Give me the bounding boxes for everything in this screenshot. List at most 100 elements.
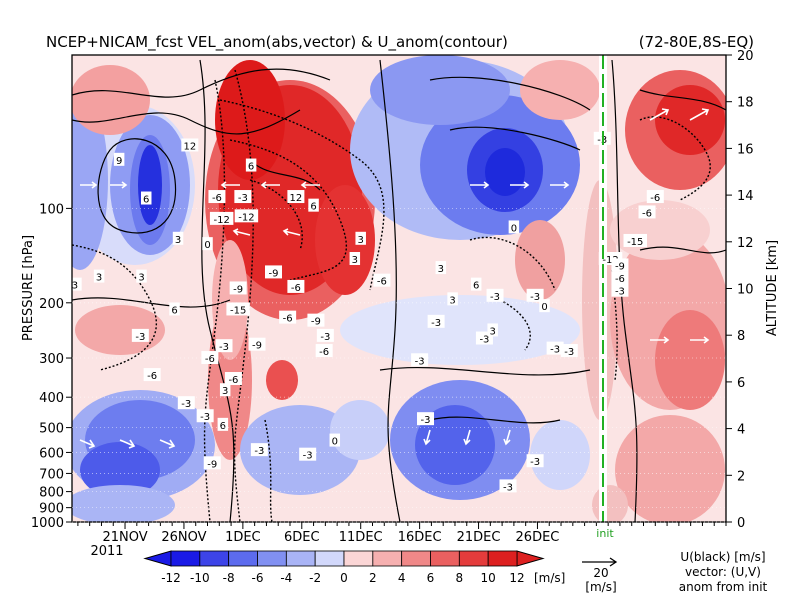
contour-label-box <box>250 443 268 457</box>
colorbar-swatch <box>314 550 345 567</box>
colorbar-swatch <box>430 550 460 567</box>
color-patches <box>72 55 726 522</box>
contour-label-box <box>217 417 229 431</box>
contour-label: -9 <box>311 317 321 328</box>
y-tick-label: 400 <box>39 391 64 406</box>
contour-label-box <box>224 372 242 386</box>
contour-label-box <box>215 339 233 353</box>
contour-label-box <box>447 292 458 306</box>
contour-label: -3 <box>503 482 513 493</box>
y2-tick-label: 18 <box>737 96 754 111</box>
contour-label: -6 <box>147 371 157 382</box>
contour-label: -3 <box>530 292 540 303</box>
y-axis-altitude: 0 2 4 6 8 10 12 14 16 18 20 <box>726 49 754 531</box>
colorbar-label: 0 <box>340 571 348 585</box>
contour-label: 9 <box>116 156 122 167</box>
y-tick-label: 300 <box>39 352 64 367</box>
contour-label: -9 <box>207 459 217 470</box>
contour-label-box <box>143 368 161 382</box>
init-label: init <box>596 527 614 540</box>
contour-label: 3 <box>96 273 102 284</box>
contour-label: 3 <box>449 295 455 306</box>
y-tick-label: 700 <box>39 467 64 482</box>
contour-label: -12 <box>602 255 618 266</box>
contour-label-box <box>499 479 517 493</box>
contour-label: -3 <box>303 451 313 462</box>
contour-label-box <box>316 328 334 342</box>
contour-label: -6 <box>291 283 301 294</box>
contour-label-box <box>299 447 317 461</box>
colorbar-label: 8 <box>456 571 464 585</box>
contour-label-box <box>136 269 147 283</box>
y-tick-label: 1000 <box>31 516 64 531</box>
x-tick-label: 26NOV <box>161 530 206 545</box>
contour-label-box <box>611 283 629 297</box>
y-tick-label: 900 <box>39 502 64 517</box>
contour-label: -3 <box>530 457 540 468</box>
contour-label-box <box>226 302 250 316</box>
contour-label-box <box>202 237 213 251</box>
wind-vectors <box>79 108 710 449</box>
contour-label: -12 <box>238 212 254 223</box>
y2-tick-label: 8 <box>737 329 745 344</box>
legend-line-3: anom from init <box>679 580 768 594</box>
y2-tick-label: 16 <box>737 142 754 157</box>
colorbar-unit: [m/s] <box>534 571 565 585</box>
contour-label-box <box>646 190 664 204</box>
contour-label: 6 <box>248 162 254 173</box>
contour-label: 0 <box>204 240 210 251</box>
contour-label-box <box>234 190 252 204</box>
contour-label-box <box>307 313 325 327</box>
contour-label: 6 <box>220 421 226 432</box>
y2-tick-label: 6 <box>737 376 745 391</box>
contour-label: 3 <box>358 235 364 246</box>
y2-tick-label: 20 <box>737 49 754 64</box>
contour-label-box <box>172 231 184 245</box>
contour-label-box <box>203 456 221 470</box>
contour-label-box <box>508 220 520 234</box>
contour-label-box <box>560 344 578 358</box>
contour-label: -6 <box>283 314 293 325</box>
contour-label: -3 <box>615 287 625 298</box>
x-axis: 21NOV 26NOV 1DEC 6DEC 11DEC 16DEC 21DEC 26DEC <box>77 522 727 545</box>
y-axis-label: PRESSURE [hPa] <box>21 235 36 341</box>
contour-label-box <box>427 314 445 328</box>
contour-label: 6 <box>310 202 316 213</box>
contour-label: -3 <box>550 345 560 356</box>
contour-label: -6 <box>615 274 625 285</box>
contour-label: 3 <box>138 273 144 284</box>
colorbar-label: 6 <box>427 571 435 585</box>
x-tick-label: 1DEC <box>225 530 261 545</box>
contour-label: 0 <box>541 302 547 313</box>
contour-label-box <box>417 412 435 426</box>
colorbar-label: -8 <box>223 571 235 585</box>
contour-label-box <box>181 138 199 152</box>
contour-label-box <box>196 409 214 423</box>
contour-label: -6 <box>319 347 329 358</box>
contour-label: -6 <box>205 354 215 365</box>
vector-ref-unit: [m/s] <box>585 580 616 594</box>
contour-label: 3 <box>352 255 358 266</box>
contour-label-box <box>638 205 656 219</box>
y2-tick-label: 0 <box>737 516 745 531</box>
colorbar-swatch <box>170 550 201 567</box>
contour-label: -6 <box>212 193 222 204</box>
contour-label-box <box>248 337 266 351</box>
contour-label: 6 <box>473 281 479 292</box>
legend-line-1: U(black) [m/s] <box>680 550 765 564</box>
colorbar-swatch <box>487 550 518 567</box>
colorbar-label: -2 <box>309 571 321 585</box>
contour-label: 12 <box>290 193 303 204</box>
colorbar: -12 -10 -8 -6 -4 -2 0 2 4 6 8 10 12 <box>143 550 545 585</box>
x-tick-label: 6DEC <box>284 530 320 545</box>
contour-label: -9 <box>233 284 243 295</box>
y-tick-label: 500 <box>39 422 64 437</box>
contour-label-box <box>435 261 447 275</box>
contour-label: -6 <box>642 208 652 219</box>
contour-label: 0 <box>511 223 517 234</box>
x-tick-label: 11DEC <box>339 530 383 545</box>
contour-label: -3 <box>68 281 78 292</box>
contour-label: 6 <box>143 195 149 206</box>
contour-label-box <box>329 433 341 447</box>
